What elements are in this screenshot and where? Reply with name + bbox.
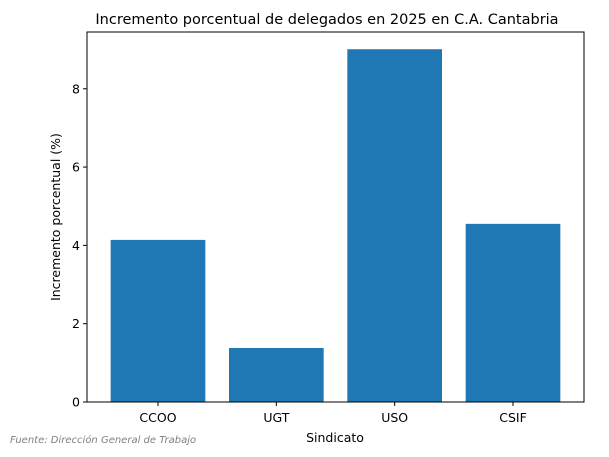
bar-csif xyxy=(465,223,561,402)
x-tick-label: UGT xyxy=(263,410,289,425)
bar-ccoo xyxy=(110,239,206,402)
plot-frame xyxy=(86,31,585,403)
y-tick-label: 6 xyxy=(72,160,80,175)
y-tick-label: 8 xyxy=(72,81,80,96)
y-tick-label: 2 xyxy=(72,316,80,331)
y-tick-label: 0 xyxy=(72,395,80,410)
bar-ugt xyxy=(229,347,324,402)
x-tick-label: USO xyxy=(381,410,408,425)
chart-title: Incremento porcentual de delegados en 20… xyxy=(95,12,558,28)
x-tick-label: CCOO xyxy=(139,410,176,425)
source-note: Fuente: Dirección General de Trabajo xyxy=(10,435,197,446)
x-axis-label: Sindicato xyxy=(306,430,364,445)
y-tick-label: 4 xyxy=(72,238,80,253)
y-axis-label: Incremento porcentual (%) xyxy=(48,133,63,301)
bar-uso xyxy=(347,49,442,403)
x-tick-label: CSIF xyxy=(499,410,527,425)
